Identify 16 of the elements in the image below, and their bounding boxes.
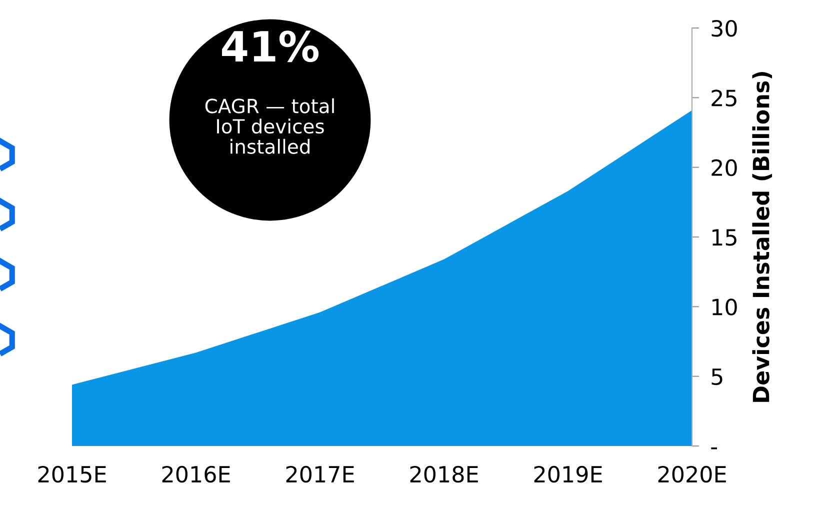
y-tick-label: 15 [712,229,736,246]
x-tick-label: 2020E [658,466,726,483]
y-tick-label: - [711,447,717,450]
y-tick-label: 25 [712,90,736,106]
y-tick-label: 10 [712,298,737,316]
annotation: CAGR — total IoT devices installed [205,98,334,154]
x-tick-label: 2017E [286,466,354,483]
y-tick-label: 20 [712,159,737,176]
x-tick-label: 2018E [410,466,478,483]
y-tick-label: 30 [712,20,737,37]
x-tick-label: 2016E [162,466,230,483]
x-tick-label: 2015E [38,466,106,483]
y-axis-title: Devices Installed (Billions) [752,72,772,402]
y-tick-label: 5 [712,368,722,386]
annotation: 41% [222,30,319,62]
x-tick-label: 2019E [534,466,602,483]
